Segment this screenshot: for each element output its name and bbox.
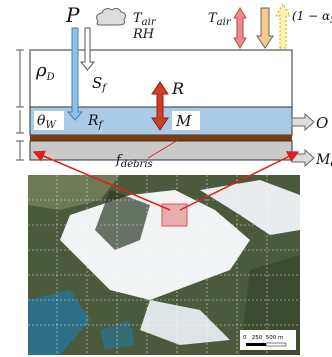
- label-sub: air: [217, 17, 232, 28]
- thickness: [16, 141, 24, 160]
- study-cell: [162, 204, 187, 226]
- label-sub: debris: [121, 159, 153, 170]
- label-sub: W: [45, 120, 56, 131]
- label: Tair: [133, 11, 157, 28]
- label-base: (1 − α: [292, 9, 330, 23]
- radiation-label: R: [171, 79, 184, 98]
- shortwave-arrow: [257, 8, 273, 48]
- outflow-arrow: [292, 150, 314, 166]
- heat-flux-arrow: [234, 8, 246, 48]
- label-base: ρ: [35, 60, 47, 81]
- cloud: [97, 8, 126, 25]
- snowfall-arrow: [81, 28, 94, 70]
- label-sub: D: [46, 72, 55, 83]
- thickness: [16, 50, 24, 107]
- precipitation-label: P: [65, 3, 80, 27]
- label-base: S: [92, 74, 102, 92]
- label-base: M: [315, 152, 331, 168]
- label: MO: [315, 152, 332, 170]
- figure: P Tair RH Tair (1 − αS ρD Sf R θW Rf M O…: [0, 0, 332, 357]
- thickness: [16, 110, 24, 133]
- reflected-arrow: [276, 4, 290, 48]
- satellite-image: 0 250 500 m: [28, 175, 300, 355]
- scale-segment: [246, 343, 266, 346]
- scale-label: 0 250 500 m: [243, 335, 283, 341]
- debris-layer: [30, 135, 292, 141]
- outflow-arrow: [292, 114, 314, 130]
- label: Tair: [208, 11, 232, 28]
- thickness-markers: [16, 50, 24, 160]
- melt-label: M: [175, 112, 192, 130]
- outflow-label: O: [316, 114, 328, 132]
- label-base: R: [87, 113, 99, 129]
- scale-segment: [266, 343, 286, 346]
- label: (1 − αS: [292, 9, 332, 26]
- humidity-label: RH: [132, 27, 155, 42]
